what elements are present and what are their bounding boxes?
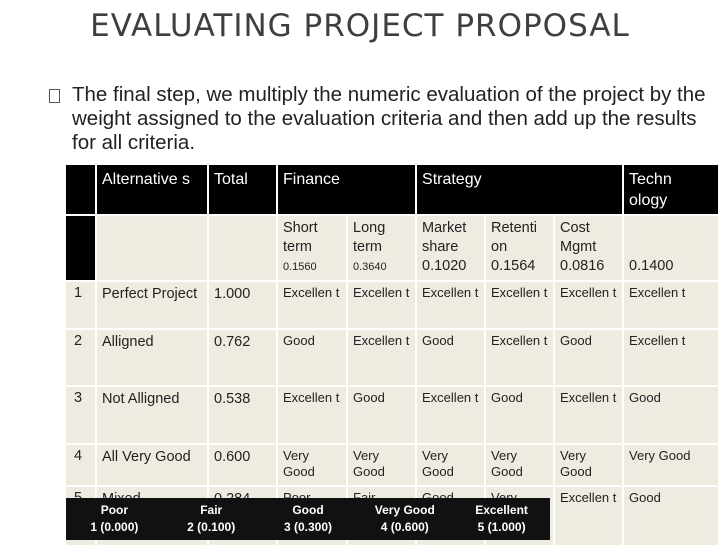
row-total: 0.600 bbox=[207, 443, 278, 487]
legend-item-good: Good 3 (0.300) bbox=[259, 498, 357, 540]
row-cell: Excellen t bbox=[415, 280, 487, 330]
criteria-weight: 0.1400 bbox=[629, 258, 674, 274]
table-row: 1 Perfect Project 1.000 Excellen t Excel… bbox=[64, 280, 720, 330]
legend-value: 1 (0.000) bbox=[90, 520, 139, 534]
row-index: 4 bbox=[64, 443, 97, 487]
row-index: 3 bbox=[64, 385, 97, 445]
row-cell: Excellen t bbox=[276, 385, 348, 445]
legend-label: Good bbox=[292, 503, 324, 517]
criteria-empty-cell bbox=[207, 214, 278, 282]
row-cell: Good bbox=[622, 485, 720, 547]
criteria-technology: 0.1400 bbox=[622, 214, 720, 282]
row-cell: Excellen t bbox=[553, 280, 625, 330]
criteria-index-cell bbox=[64, 214, 97, 282]
table-row: 4 All Very Good 0.600 Very Good Very Goo… bbox=[64, 443, 720, 487]
legend-value: 2 (0.100) bbox=[187, 520, 236, 534]
row-cell: Very Good bbox=[345, 443, 418, 487]
criteria-label bbox=[629, 219, 713, 257]
criteria-empty-cell bbox=[95, 214, 209, 282]
criteria-row: Short term 0.1560 Long term 0.3640 Market … bbox=[64, 214, 720, 282]
legend-item-very-good: Very Good 4 (0.600) bbox=[356, 498, 454, 540]
row-cell: Very Good bbox=[553, 443, 625, 487]
row-cell: Good bbox=[276, 328, 348, 387]
row-index: 2 bbox=[64, 328, 97, 387]
criteria-long-term: Long term 0.3640 bbox=[345, 214, 418, 282]
header-strategy: Strategy bbox=[415, 163, 625, 216]
row-cell: Excellen t bbox=[553, 485, 625, 547]
row-cell: Very Good bbox=[276, 443, 348, 487]
criteria-short-term: Short term 0.1560 bbox=[276, 214, 348, 282]
row-cell: Excellen t bbox=[345, 280, 418, 330]
row-total: 0.538 bbox=[207, 385, 278, 445]
criteria-weight: 0.1564 bbox=[491, 258, 536, 274]
legend-label: Excellent bbox=[475, 503, 528, 517]
row-name: Perfect Project bbox=[95, 280, 209, 330]
header-total: Total bbox=[207, 163, 278, 216]
row-cell: Good bbox=[622, 385, 720, 445]
legend-item-poor: Poor 1 (0.000) bbox=[66, 498, 163, 540]
criteria-label: Cost Mgmt bbox=[560, 220, 597, 255]
row-total: 1.000 bbox=[207, 280, 278, 330]
header-technology: Techn ology bbox=[622, 163, 720, 216]
row-cell: Good bbox=[484, 385, 556, 445]
row-cell: Good bbox=[345, 385, 418, 445]
row-cell: Excellen t bbox=[415, 385, 487, 445]
legend-item-excellent: Excellent 5 (1.000) bbox=[453, 498, 550, 540]
criteria-market-share: Market share 0.1020 bbox=[415, 214, 487, 282]
criteria-weight: 0.3640 bbox=[353, 261, 387, 273]
rating-legend: Poor 1 (0.000) Fair 2 (0.100) Good 3 (0.… bbox=[66, 498, 550, 540]
row-cell: Excellen t bbox=[622, 280, 720, 330]
legend-label: Fair bbox=[200, 503, 223, 517]
row-name: Not Alligned bbox=[95, 385, 209, 445]
row-cell: Excellen t bbox=[276, 280, 348, 330]
legend-label: Very Good bbox=[374, 503, 435, 517]
criteria-weight: 0.1560 bbox=[283, 261, 317, 273]
bullet-marker bbox=[49, 89, 60, 103]
row-name: All Very Good bbox=[95, 443, 209, 487]
criteria-cost-mgmt: Cost Mgmt 0.0816 bbox=[553, 214, 625, 282]
legend-item-fair: Fair 2 (0.100) bbox=[162, 498, 260, 540]
header-finance: Finance bbox=[275, 163, 418, 216]
criteria-label: Short term bbox=[283, 220, 318, 255]
legend-value: 4 (0.600) bbox=[380, 520, 429, 534]
header-row: Alternative s Total Finance Strategy Tec… bbox=[64, 163, 720, 216]
row-index: 1 bbox=[64, 280, 97, 330]
row-cell: Excellen t bbox=[484, 328, 556, 387]
row-cell: Good bbox=[415, 328, 487, 387]
row-name: Alligned bbox=[95, 328, 209, 387]
row-cell: Excellen t bbox=[345, 328, 418, 387]
legend-label: Poor bbox=[100, 503, 129, 517]
criteria-label: Long term bbox=[353, 220, 386, 255]
row-cell: Excellen t bbox=[622, 328, 720, 387]
row-cell: Very Good bbox=[415, 443, 487, 487]
row-cell: Very Good bbox=[622, 443, 720, 487]
evaluation-table: Alternative s Total Finance Strategy Tec… bbox=[64, 163, 720, 547]
row-cell: Excellen t bbox=[553, 385, 625, 445]
header-alternatives: Alternative s bbox=[95, 163, 209, 216]
header-index-cell bbox=[64, 163, 97, 216]
row-cell: Good bbox=[553, 328, 625, 387]
table-row: 3 Not Alligned 0.538 Excellen t Good Exc… bbox=[64, 385, 720, 445]
bullet-text: The final step, we multiply the numeric … bbox=[72, 83, 706, 154]
criteria-weight: 0.0816 bbox=[560, 258, 605, 274]
slide-title: EVALUATING PROJECT PROPOSAL bbox=[90, 8, 630, 44]
criteria-label: Market share bbox=[422, 220, 467, 255]
row-cell: Excellen t bbox=[484, 280, 556, 330]
criteria-label: Retenti on bbox=[491, 220, 537, 255]
criteria-retention: Retenti on 0.1564 bbox=[484, 214, 556, 282]
criteria-weight: 0.1020 bbox=[422, 258, 467, 274]
legend-value: 5 (1.000) bbox=[477, 520, 526, 534]
row-cell: Very Good bbox=[484, 443, 556, 487]
legend-value: 3 (0.300) bbox=[283, 520, 332, 534]
table-row: 2 Alligned 0.762 Good Excellen t Good Ex… bbox=[64, 328, 720, 387]
row-total: 0.762 bbox=[207, 328, 278, 387]
